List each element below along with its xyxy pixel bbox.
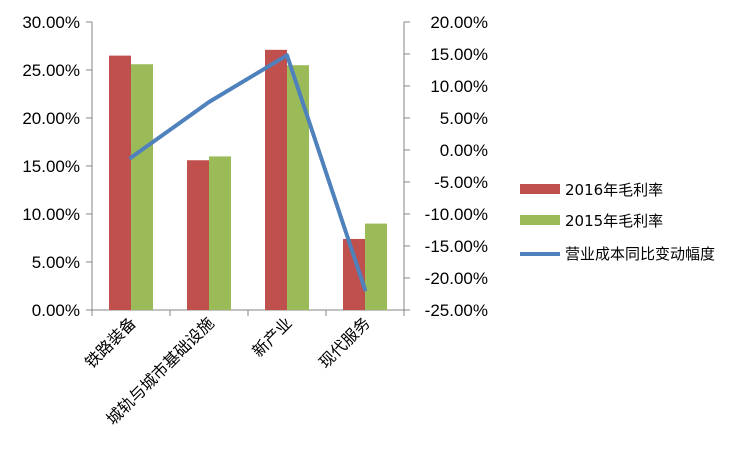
right-tick-label: -20.00%: [425, 269, 488, 288]
line-series: [129, 53, 367, 292]
legend-label: 2016年毛利率: [565, 181, 663, 199]
category-label: 铁路装备: [81, 313, 140, 372]
bar-2016-2: [265, 49, 287, 311]
left-tick-label: 0.00%: [32, 301, 80, 320]
bar-2016-0: [109, 55, 131, 310]
right-tick-label: 5.00%: [440, 109, 488, 128]
bar-2015-1: [209, 156, 231, 310]
right-tick-label: 10.00%: [430, 77, 488, 96]
bars: [109, 49, 387, 311]
legend-swatch: [520, 215, 560, 225]
bar-2015-0: [131, 64, 153, 311]
right-tick-label: 0.00%: [440, 141, 488, 160]
bar-2015-3: [365, 223, 387, 310]
bar-2016-3: [343, 238, 365, 310]
right-tick-label: -25.00%: [425, 301, 488, 320]
bar-2015-2: [287, 65, 309, 310]
left-tick-label: 15.00%: [22, 157, 80, 176]
category-label: 新产业: [248, 313, 295, 360]
cost-change-line: [129, 53, 367, 292]
legend-swatch: [520, 184, 560, 194]
left-tick-label: 25.00%: [22, 61, 80, 80]
legend-label: 2015年毛利率: [565, 212, 663, 230]
left-tick-label: 10.00%: [22, 205, 80, 224]
right-axis-ticks: -25.00% -20.00% -15.00% -10.00% -5.00% 0.00% 5…: [404, 13, 488, 320]
legend-label: 营业成本同比变动幅度: [565, 245, 715, 263]
right-tick-label: -5.00%: [434, 173, 488, 192]
category-label: 现代服务: [315, 313, 374, 372]
left-axis-ticks: 0.00% 5.00% 10.00% 15.00% 20.00% 25.00% 30.00%: [22, 13, 92, 320]
right-tick-label: -10.00%: [425, 205, 488, 224]
right-tick-label: 20.00%: [430, 13, 488, 32]
right-tick-label: -15.00%: [425, 237, 488, 256]
left-tick-label: 20.00%: [22, 109, 80, 128]
left-tick-label: 5.00%: [32, 253, 80, 272]
left-tick-label: 30.00%: [22, 13, 80, 32]
bar-2016-1: [187, 160, 209, 310]
right-tick-label: 15.00%: [430, 45, 488, 64]
